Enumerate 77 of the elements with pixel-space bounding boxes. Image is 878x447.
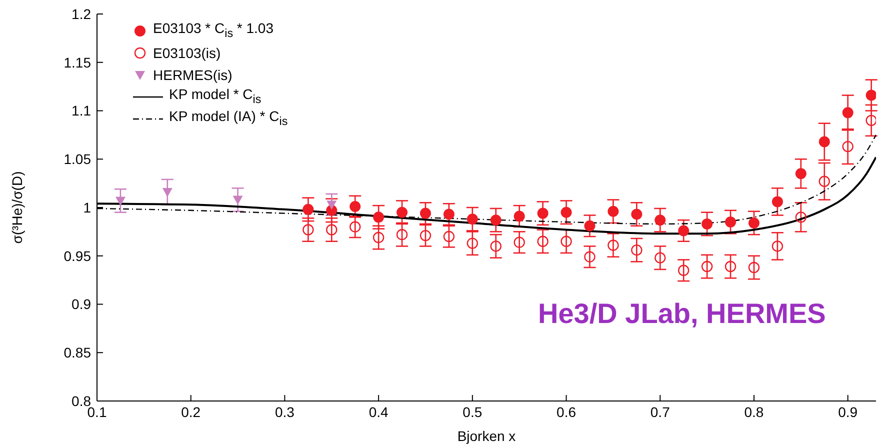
point [818,176,830,187]
point [420,230,432,242]
x-tick-label: 0.8 [744,404,764,420]
x-tick-label: 0.5 [462,404,482,420]
point [466,214,478,225]
annotation: He3/D JLab, HERMES [538,298,826,330]
y-tick-label: 1.2 [72,6,92,22]
point [678,225,690,236]
legend-label: KP model * C$_{is}$ [169,86,262,106]
point [842,107,854,118]
point [302,224,314,236]
point [842,140,854,152]
x-tick-label: 0.7 [650,404,670,420]
point [748,217,760,228]
point [631,208,642,220]
point [772,196,783,208]
point [702,218,713,230]
y-tick-label: 0.95 [64,248,92,264]
point [490,214,502,226]
point [443,208,454,220]
x-tick-label: 0.3 [274,404,295,420]
point [608,206,619,217]
point [326,224,338,236]
point [608,240,619,251]
x-tick-label: 0.6 [556,404,576,420]
point [584,251,596,262]
point [372,232,384,244]
point [560,206,572,218]
point [866,114,876,126]
legend-label: KP model (IA) * C$_{is}$ [169,107,288,130]
point [631,244,642,256]
point [350,221,361,232]
x-axis-title: Bjorken x [457,428,516,444]
point [724,260,736,272]
point [396,206,408,218]
legend-label: HERMES(is) [153,66,232,85]
point [537,208,548,219]
point [772,240,784,252]
point [302,204,314,215]
point [466,238,478,249]
y-tick-label: 1.15 [64,54,92,70]
point [514,210,525,222]
point [818,136,830,148]
x-tick-label: 0.4 [368,404,389,420]
y-axis-title: σ(³He)/σ(D) [8,171,25,244]
point [584,220,596,232]
legend-label: E03103(is) [153,44,221,63]
point [678,264,690,276]
point [420,208,431,219]
point [537,236,548,247]
point [396,228,408,240]
y-tick-label: 0.85 [64,344,92,361]
point [350,201,361,212]
point [490,240,502,252]
y-tick-label: 1.1 [72,102,92,119]
point [373,212,384,223]
point [701,260,713,272]
point [115,196,126,206]
y-tick-label: 1.05 [64,151,92,168]
x-tick-label: 0.2 [181,404,201,420]
point [654,214,666,226]
point [162,188,172,198]
point [866,90,876,101]
legend-label: E03103 * C$_{is}$ * 1.03 [153,19,274,42]
y-tick-label: 1 [83,199,92,216]
point [514,236,525,248]
point [560,236,572,247]
point [795,168,806,180]
point [725,216,736,228]
point [654,252,666,264]
point [795,212,807,223]
y-tick-label: 0.9 [72,296,92,312]
point [326,200,337,210]
point [443,230,455,242]
point [232,196,243,205]
point [748,262,760,274]
x-tick-label: 0.9 [838,404,858,420]
